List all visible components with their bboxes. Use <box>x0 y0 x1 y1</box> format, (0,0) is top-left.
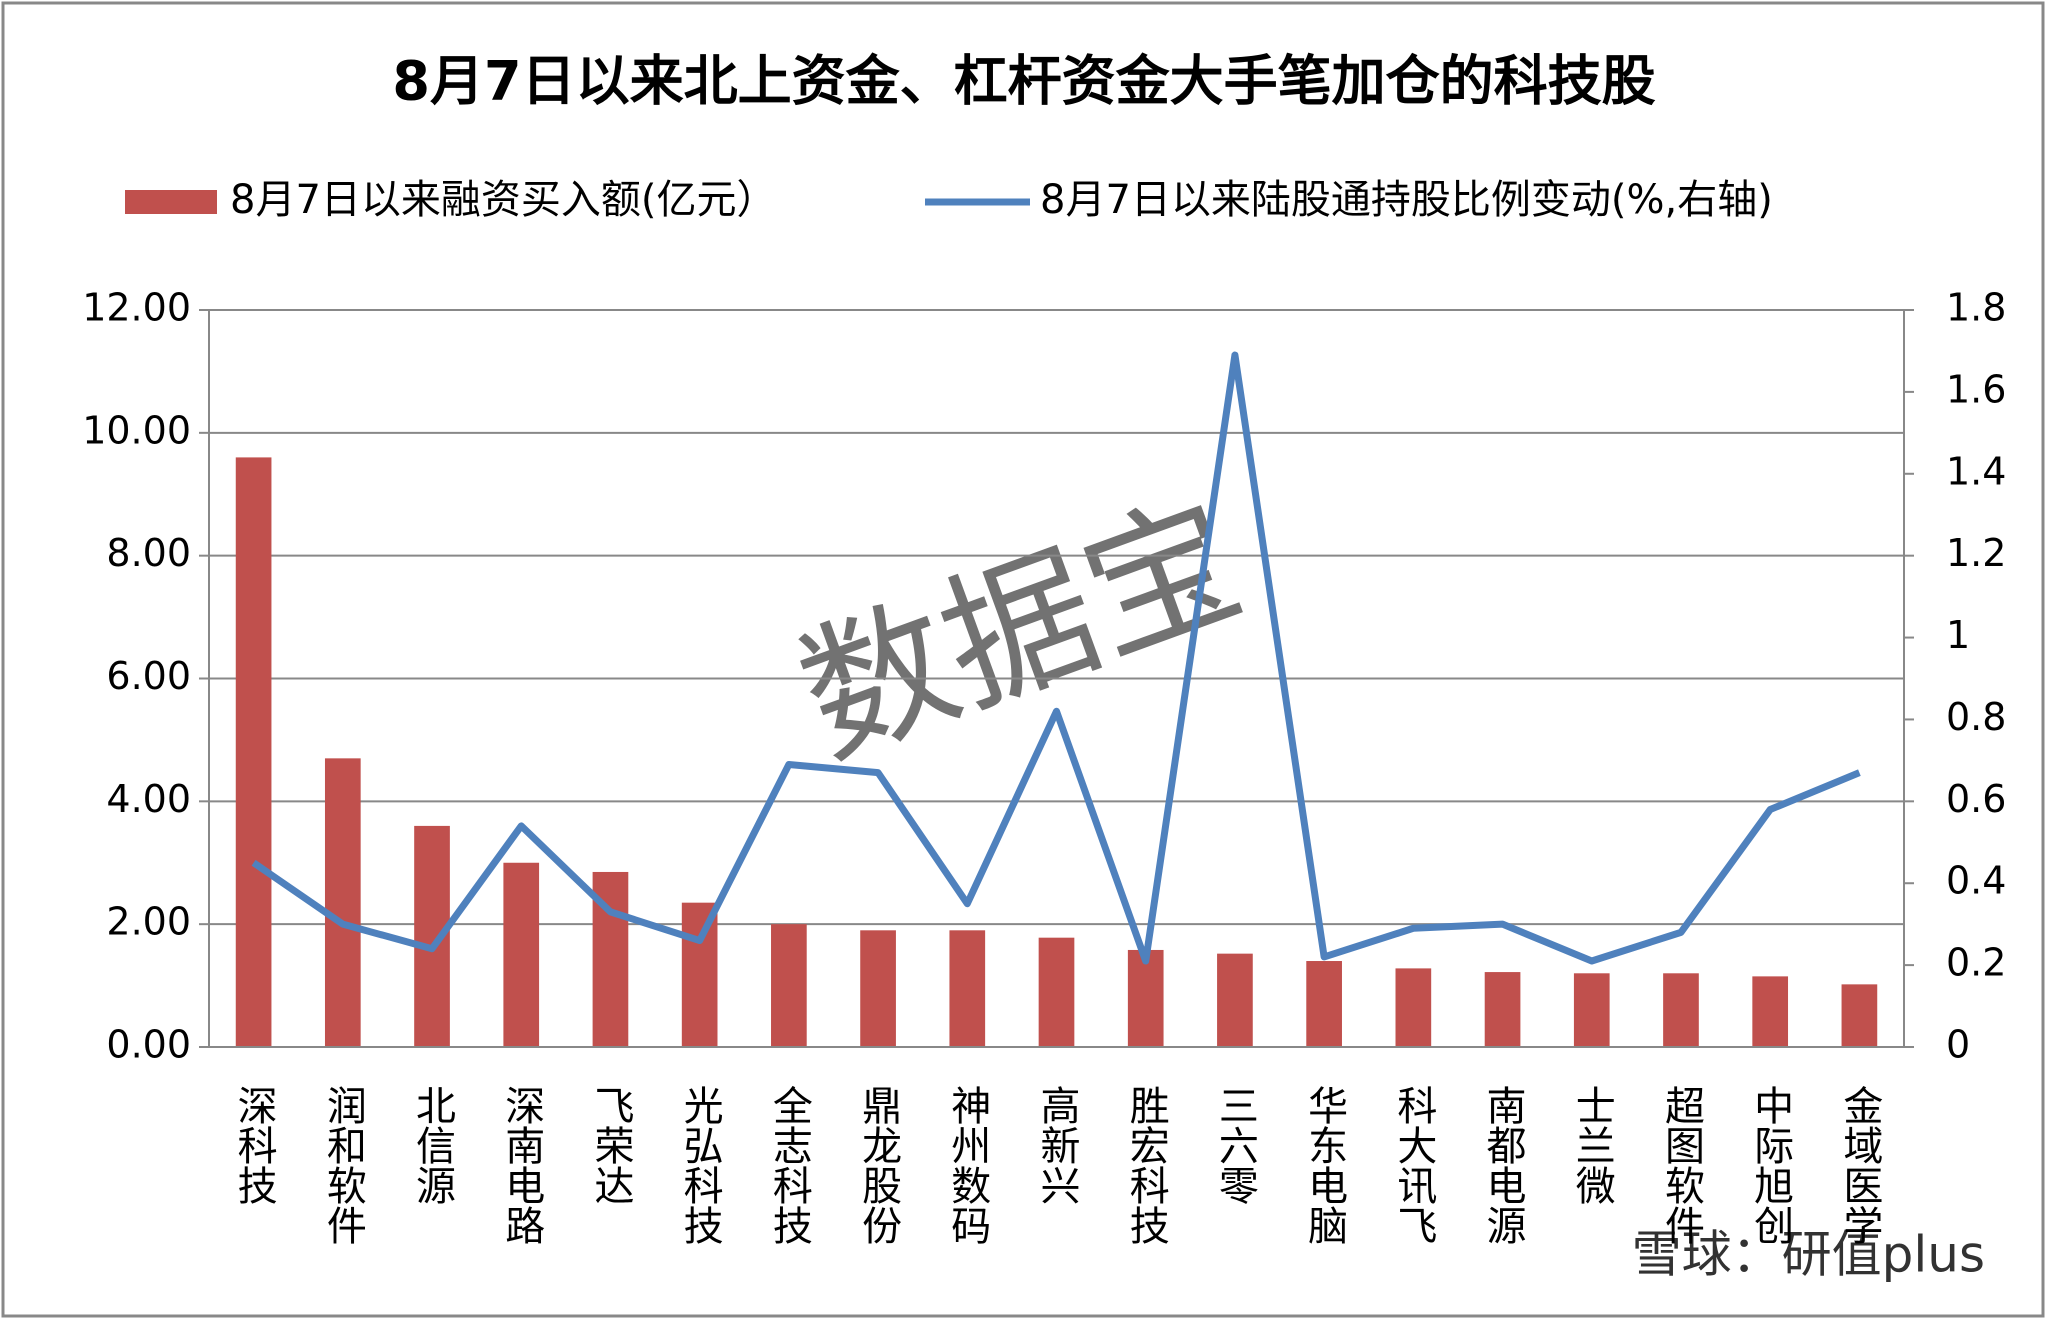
bar <box>1663 973 1699 1047</box>
x-tick-label: 飞荣达 <box>587 1085 633 1205</box>
bar <box>949 930 986 1047</box>
x-tick-label: 南都电源 <box>1480 1085 1527 1245</box>
bar <box>1484 972 1521 1047</box>
y-tick-label: 6.00 <box>106 654 191 698</box>
y2-tick-label: 1 <box>1946 613 1970 657</box>
y2-tick-label: 1.4 <box>1946 449 2006 493</box>
x-tick-label: 科大讯飞 <box>1390 1085 1436 1245</box>
x-tick-label: 胜宏科技 <box>1123 1085 1169 1245</box>
y2-tick-label: 1.8 <box>1946 286 2006 330</box>
watermark: 雪球：研值plus <box>1632 1226 1985 1284</box>
bar <box>860 930 896 1047</box>
legend-swatch <box>125 190 217 214</box>
x-tick-label: 中际旭创 <box>1747 1085 1793 1245</box>
y-tick-label: 4.00 <box>106 777 191 821</box>
x-tick-label: 深科技 <box>231 1085 277 1205</box>
y-tick-label: 0.00 <box>106 1023 191 1067</box>
bar <box>1573 973 1610 1047</box>
y2-tick-label: 0.4 <box>1946 859 2006 903</box>
y2-tick-label: 0.6 <box>1946 777 2006 821</box>
legend-label: 8月7日以来融资买入额(亿元） <box>230 177 777 223</box>
chart-title: 8月7日以来北上资金、杠杆资金大手笔加仓的科技股 <box>392 50 1655 113</box>
bar <box>1217 953 1253 1047</box>
bar <box>1752 976 1789 1047</box>
bar <box>1127 949 1164 1047</box>
y2-tick-label: 1.6 <box>1946 367 2006 411</box>
bar <box>1306 961 1342 1047</box>
y-tick-label: 10.00 <box>82 408 191 452</box>
bar <box>503 862 540 1047</box>
x-tick-label: 全志科技 <box>766 1085 812 1245</box>
y-tick-label: 2.00 <box>106 900 191 944</box>
x-tick-label: 华东电脑 <box>1301 1085 1347 1245</box>
x-tick-label: 润和软件 <box>320 1085 366 1245</box>
x-tick-label: 光弘科技 <box>677 1085 723 1245</box>
y-tick-label: 8.00 <box>106 531 191 575</box>
y-tick-label: 12.00 <box>82 286 191 330</box>
bar <box>771 924 807 1047</box>
x-tick-label: 北信源 <box>409 1085 455 1205</box>
x-tick-label: 士兰微 <box>1569 1085 1616 1205</box>
x-tick-label: 三六零 <box>1212 1085 1258 1205</box>
y2-tick-label: 0.2 <box>1946 941 2006 985</box>
bar <box>1841 984 1878 1047</box>
x-tick-label: 神州数码 <box>944 1085 990 1245</box>
y2-tick-label: 1.2 <box>1946 531 2006 575</box>
x-tick-label: 超图软件 <box>1658 1085 1704 1245</box>
bar <box>324 758 361 1047</box>
bar <box>235 457 272 1047</box>
y2-tick-label: 0.8 <box>1946 695 2006 739</box>
legend-label: 8月7日以来陆股通持股比例变动(%,右轴) <box>1040 177 1773 223</box>
line <box>251 351 1861 965</box>
x-tick-label: 鼎龙股份 <box>855 1085 901 1245</box>
x-tick-label: 深南电路 <box>498 1085 544 1245</box>
x-tick-label: 高新兴 <box>1034 1085 1080 1205</box>
bar <box>1038 937 1075 1047</box>
x-tick-label: 金域医学 <box>1836 1085 1882 1245</box>
bar <box>1395 968 1432 1047</box>
bar <box>681 902 718 1047</box>
y2-tick-label: 0 <box>1946 1023 1970 1067</box>
